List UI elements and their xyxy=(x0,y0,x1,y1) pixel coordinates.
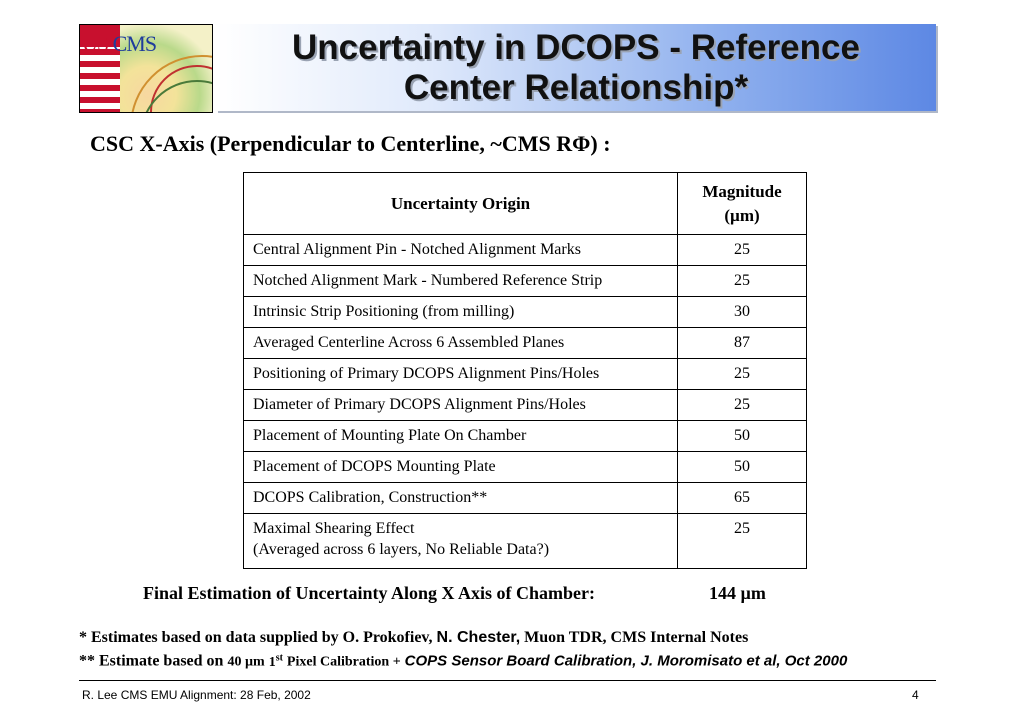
magnitude-cell: 25 xyxy=(677,513,807,569)
origin-cell: Central Alignment Pin - Notched Alignmen… xyxy=(243,234,678,266)
magnitude-cell: 50 xyxy=(677,420,807,452)
logo-text-us: US xyxy=(82,31,109,56)
magnitude-cell: 25 xyxy=(677,234,807,266)
magnitude-cell: 30 xyxy=(677,296,807,328)
origin-cell: Averaged Centerline Across 6 Assembled P… xyxy=(243,327,678,359)
table-row: DCOPS Calibration, Construction** 65 xyxy=(243,482,807,514)
final-label: Final Estimation of Uncertainty Along X … xyxy=(143,583,595,603)
table-row: Maximal Shearing Effect (Averaged across… xyxy=(243,513,807,569)
origin-line1: Maximal Shearing Effect xyxy=(253,520,415,537)
origin-cell: Intrinsic Strip Positioning (from millin… xyxy=(243,296,678,328)
header-origin: Uncertainty Origin xyxy=(243,172,678,235)
origin-cell: Positioning of Primary DCOPS Alignment P… xyxy=(243,358,678,390)
origin-cell: Placement of Mounting Plate On Chamber xyxy=(243,420,678,452)
section-subtitle: CSC X-Axis (Perpendicular to Centerline,… xyxy=(90,131,611,156)
note1-name: N. Chester, xyxy=(436,629,521,646)
magnitude-cell: 65 xyxy=(677,482,807,514)
table-header-row: Uncertainty Origin Magnitude (µm) xyxy=(243,172,807,235)
header-magnitude: Magnitude (µm) xyxy=(677,172,807,235)
us-cms-logo: US CMS xyxy=(79,24,213,113)
final-estimation: Final Estimation of Uncertainty Along X … xyxy=(143,583,766,604)
magnitude-cell: 25 xyxy=(677,389,807,421)
note1-prefix: * Estimates based on data supplied by O.… xyxy=(79,629,433,646)
magnitude-cell: 50 xyxy=(677,451,807,483)
origin-line2: (Averaged across 6 layers, No Reliable D… xyxy=(253,541,550,558)
footnote-2: ** Estimate based on 40 µm 1st Pixel Cal… xyxy=(79,652,847,671)
footnote-1: * Estimates based on data supplied by O.… xyxy=(79,629,748,647)
logo-text-cms: CMS xyxy=(112,31,157,56)
table-row: Positioning of Primary DCOPS Alignment P… xyxy=(243,358,807,390)
table-row: Intrinsic Strip Positioning (from millin… xyxy=(243,296,807,328)
note1-suffix: Muon TDR, CMS Internal Notes xyxy=(524,629,749,646)
table-row: Diameter of Primary DCOPS Alignment Pins… xyxy=(243,389,807,421)
magnitude-cell: 25 xyxy=(677,358,807,390)
origin-cell: Diameter of Primary DCOPS Alignment Pins… xyxy=(243,389,678,421)
table-row: Notched Alignment Mark - Numbered Refere… xyxy=(243,265,807,297)
page-number: 4 xyxy=(912,688,919,702)
title-line-2: Center Relationship* xyxy=(403,68,749,107)
table-row: Averaged Centerline Across 6 Assembled P… xyxy=(243,327,807,359)
logo-text: US CMS xyxy=(82,31,157,57)
note2-sup: st xyxy=(275,652,283,663)
header-magnitude-line2: (µm) xyxy=(724,205,760,225)
footer-credit: R. Lee CMS EMU Alignment: 28 Feb, 2002 xyxy=(82,688,311,702)
title-banner: Uncertainty in DCOPS - Reference Center … xyxy=(216,24,936,111)
magnitude-cell: 25 xyxy=(677,265,807,297)
origin-cell: Placement of DCOPS Mounting Plate xyxy=(243,451,678,483)
origin-cell: Maximal Shearing Effect (Averaged across… xyxy=(243,513,678,569)
footer-divider xyxy=(79,680,936,681)
note2-prefix: ** Estimate based on xyxy=(79,652,224,670)
page-title: Uncertainty in DCOPS - Reference Center … xyxy=(216,28,936,108)
magnitude-cell: 87 xyxy=(677,327,807,359)
origin-cell: DCOPS Calibration, Construction** xyxy=(243,482,678,514)
note2-value: 40 µm xyxy=(227,654,265,670)
note2-italic: COPS Sensor Board Calibration, J. Moromi… xyxy=(404,652,848,670)
table-row: Placement of Mounting Plate On Chamber 50 xyxy=(243,420,807,452)
origin-cell: Notched Alignment Mark - Numbered Refere… xyxy=(243,265,678,297)
table-row: Placement of DCOPS Mounting Plate 50 xyxy=(243,451,807,483)
note2-mid: Pixel Calibration + xyxy=(286,654,401,670)
table-row: Central Alignment Pin - Notched Alignmen… xyxy=(243,234,807,266)
final-value: 144 µm xyxy=(709,583,766,603)
note2-sup-num: 1 xyxy=(268,654,276,670)
title-line-1: Uncertainty in DCOPS - Reference xyxy=(292,28,860,67)
uncertainty-table: Uncertainty Origin Magnitude (µm) Centra… xyxy=(243,172,807,569)
header-magnitude-line1: Magnitude xyxy=(702,181,782,201)
flag-canton xyxy=(80,25,120,47)
